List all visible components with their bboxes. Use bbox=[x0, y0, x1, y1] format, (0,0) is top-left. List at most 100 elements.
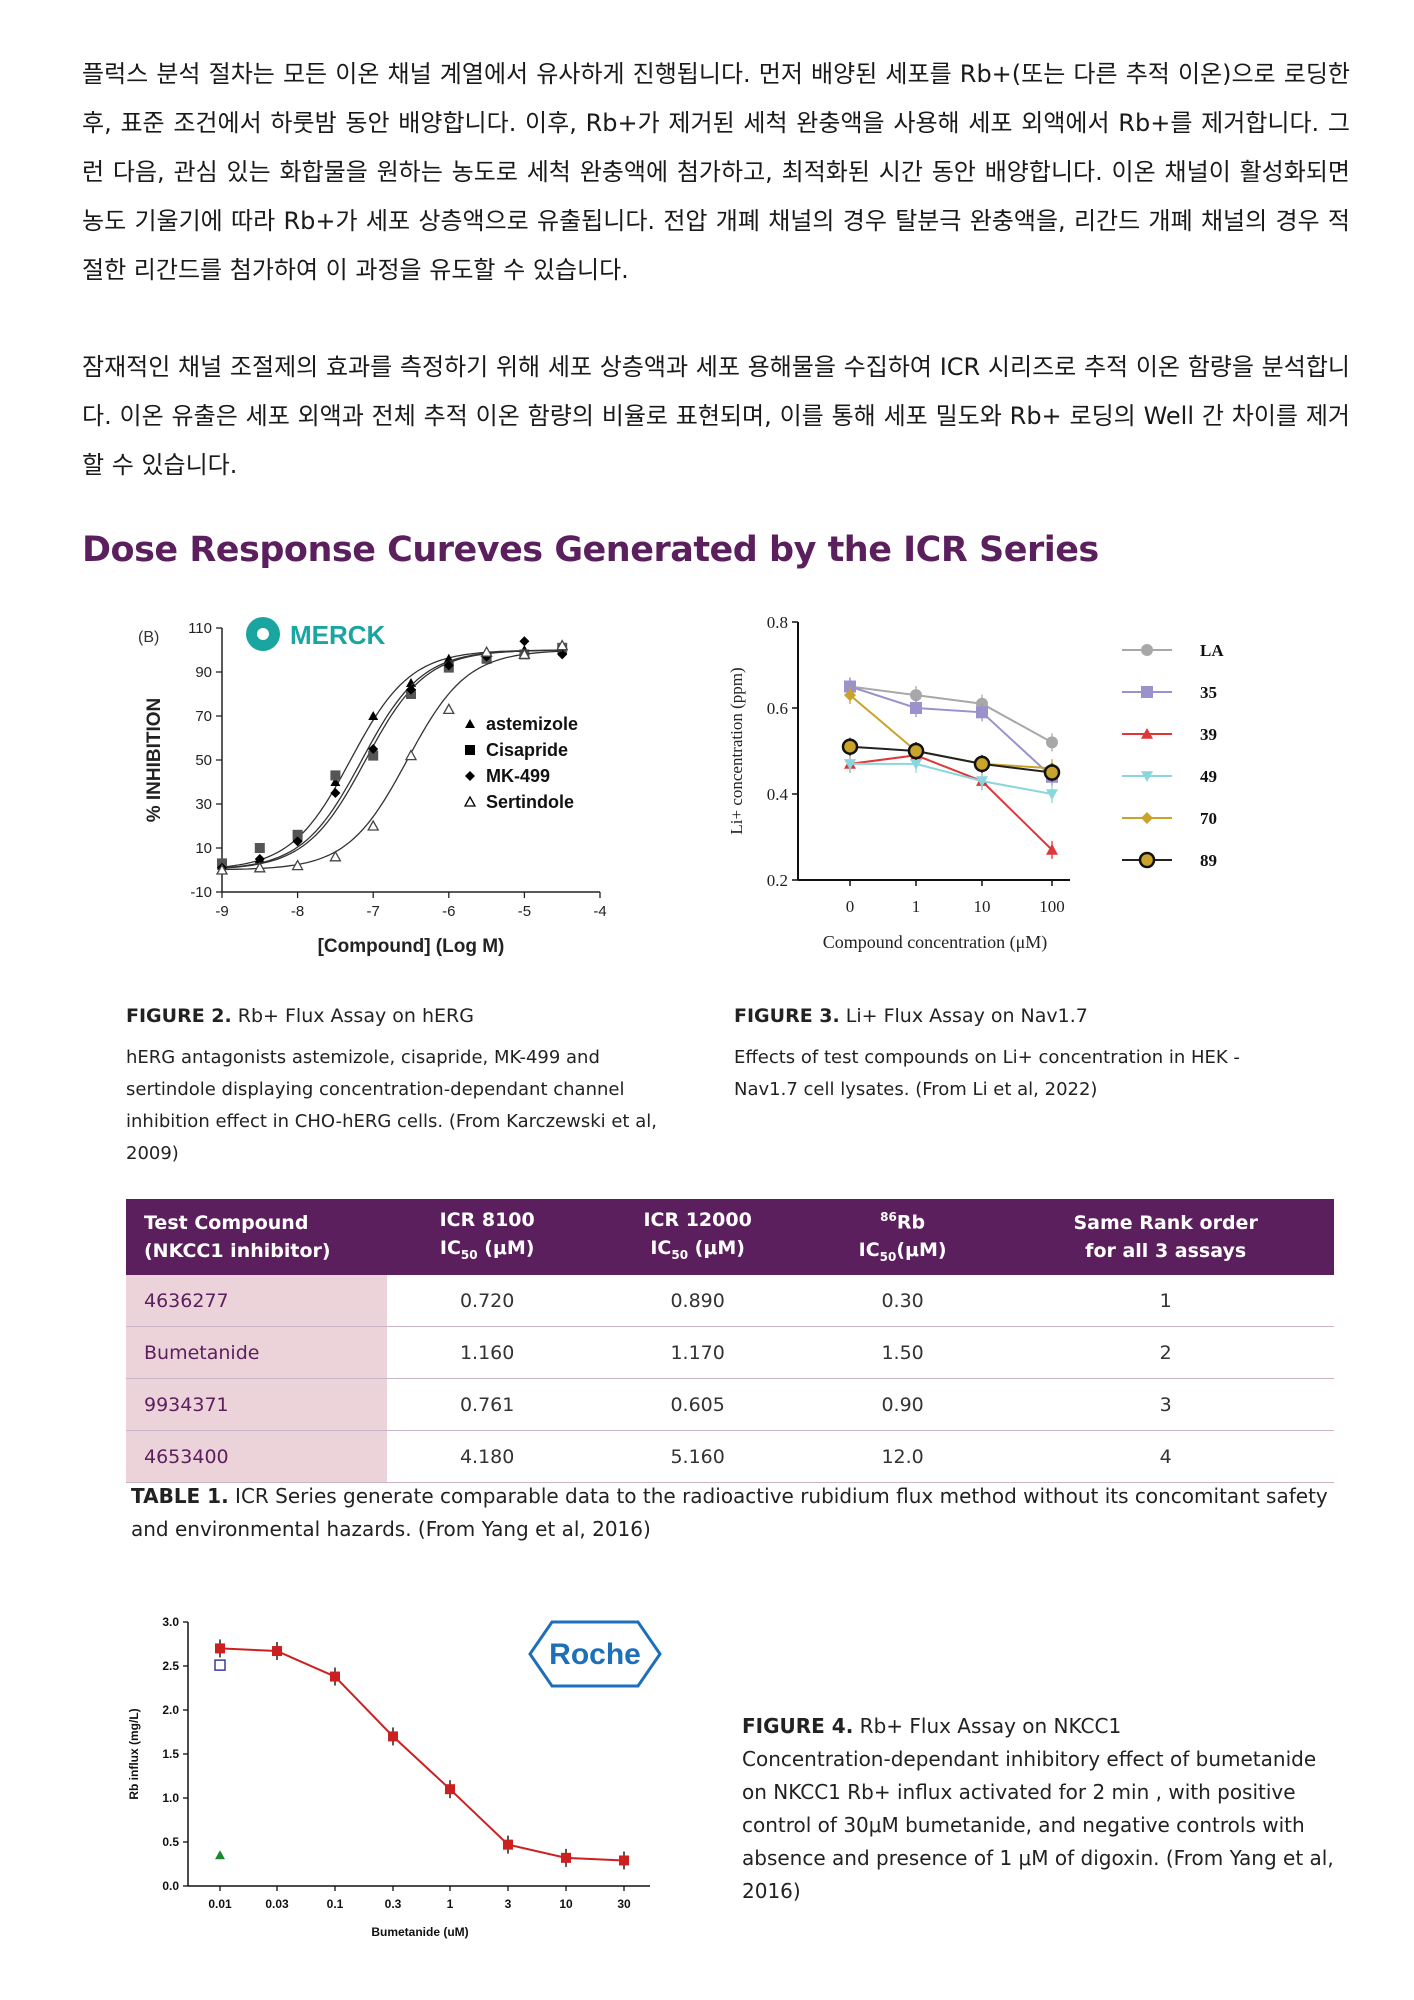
figure-2-label: FIGURE 2. bbox=[126, 1005, 232, 1027]
legend-label: 35 bbox=[1200, 683, 1217, 702]
legend-label: 89 bbox=[1200, 851, 1217, 870]
figure-2-caption: FIGURE 2. Rb+ Flux Assay on hERG hERG an… bbox=[126, 1000, 686, 1170]
merck-logo-text: MERCK bbox=[290, 620, 386, 650]
data-point bbox=[368, 750, 379, 761]
x-tick-label: -8 bbox=[291, 903, 304, 920]
cell-rb: 12.0 bbox=[807, 1430, 998, 1483]
data-point bbox=[330, 777, 341, 786]
data-point bbox=[329, 850, 342, 862]
data-point bbox=[910, 759, 922, 770]
data-point bbox=[976, 706, 988, 719]
data-point bbox=[556, 639, 569, 651]
data-point bbox=[443, 660, 454, 671]
cell-rb: 0.30 bbox=[807, 1275, 998, 1327]
cell-icr8100: 1.160 bbox=[387, 1326, 588, 1379]
series-line-LA bbox=[849, 685, 1053, 744]
y-tick-label: 30 bbox=[195, 796, 212, 813]
y-tick-label: 2.5 bbox=[162, 1659, 179, 1673]
table-row: 9934371 0.761 0.605 0.90 3 bbox=[126, 1378, 1334, 1431]
legend-marker bbox=[1138, 851, 1156, 869]
data-point bbox=[976, 776, 988, 788]
data-point bbox=[841, 738, 859, 755]
legend-marker bbox=[1141, 686, 1153, 698]
x-tick-label: 10 bbox=[974, 897, 991, 916]
x-tick-label: 0.03 bbox=[265, 1897, 289, 1911]
x-tick-label: -4 bbox=[593, 903, 606, 920]
data-point bbox=[1043, 764, 1061, 781]
y-tick-label: 90 bbox=[195, 664, 212, 681]
cell-rank: 4 bbox=[997, 1430, 1334, 1483]
y-tick-label: 0.5 bbox=[162, 1835, 179, 1849]
data-point bbox=[292, 829, 303, 840]
x-tick-label: 0.01 bbox=[208, 1897, 232, 1911]
x-axis-label: Bumetanide (uM) bbox=[371, 1925, 468, 1939]
data-point bbox=[388, 1731, 398, 1742]
x-tick-label: 0 bbox=[846, 897, 855, 916]
legend-marker bbox=[465, 745, 475, 755]
data-point bbox=[406, 684, 416, 695]
figure-2-description: hERG antagonists astemizole, cisapride, … bbox=[126, 1047, 657, 1164]
figure-3-label: FIGURE 3. bbox=[734, 1005, 840, 1027]
intro-paragraph-1: 플럭스 분석 절차는 모든 이온 채널 계열에서 유사하게 진행됩니다. 먼저 … bbox=[82, 60, 1350, 284]
data-point bbox=[215, 1643, 225, 1654]
legend-label: LA bbox=[1200, 641, 1224, 660]
figure-4-title: Rb+ Flux Assay on NKCC1 bbox=[853, 1714, 1122, 1738]
y-tick-label: 0.4 bbox=[767, 785, 789, 804]
data-point bbox=[215, 863, 229, 875]
control-digoxin-point bbox=[215, 1850, 225, 1860]
y-tick-label: 0.0 bbox=[162, 1879, 179, 1893]
header-icr-8100: ICR 8100 IC50 (μM) bbox=[387, 1199, 588, 1275]
y-axis-label: Rb influx (mg/L) bbox=[127, 1708, 141, 1799]
y-tick-label: 70 bbox=[195, 708, 212, 725]
header-rank-order: Same Rank order for all 3 assays bbox=[997, 1199, 1334, 1275]
x-tick-label: 30 bbox=[617, 1897, 631, 1911]
legend-label: Cisapride bbox=[486, 740, 568, 760]
cell-icr12000: 5.160 bbox=[587, 1430, 808, 1483]
table-caption: TABLE 1. ICR Series generate comparable … bbox=[131, 1480, 1341, 1546]
y-tick-label: 0.2 bbox=[767, 871, 788, 890]
data-point bbox=[519, 636, 530, 647]
y-axis-label: Li+ concentration (ppm) bbox=[730, 667, 746, 834]
legend-marker bbox=[1141, 644, 1153, 656]
y-tick-label: 3.0 bbox=[162, 1615, 179, 1629]
data-point bbox=[253, 861, 266, 873]
legend-label: 49 bbox=[1200, 767, 1217, 786]
data-point bbox=[367, 819, 380, 831]
cell-compound: 4636277 bbox=[126, 1275, 387, 1327]
legend-label: 39 bbox=[1200, 725, 1217, 744]
x-tick-label: 1 bbox=[912, 897, 921, 916]
figure-2-chart: (B) -10 10 30 50 70 90 110 -9 -8 -7 -6 -5 -4 [Compound… bbox=[138, 617, 607, 957]
figure-4-chart: 0.0 0.5 1.0 1.5 2.0 2.5 3.0 0.01 0.03 0.1 0.3 1 3 10 3… bbox=[127, 1615, 662, 1939]
cell-icr8100: 0.720 bbox=[387, 1275, 588, 1327]
data-point bbox=[330, 1671, 340, 1682]
x-tick-label: 1 bbox=[447, 1897, 454, 1911]
legend-marker bbox=[1141, 771, 1153, 782]
header-test-compound: Test Compound (NKCC1 inhibitor) bbox=[126, 1199, 387, 1275]
legend-label: Sertindole bbox=[486, 792, 574, 812]
table-caption-text: ICR Series generate comparable data to t… bbox=[131, 1484, 1328, 1541]
series-line-39 bbox=[849, 754, 1053, 851]
legend-marker bbox=[1141, 812, 1153, 824]
data-point bbox=[844, 759, 856, 770]
legend-marker bbox=[463, 795, 477, 807]
intro-paragraph-2: 잠재적인 채널 조절제의 효과를 측정하기 위해 세포 상층액과 세포 용해물을… bbox=[82, 353, 1350, 479]
figure-3-description: Effects of test compounds on Li+ concent… bbox=[734, 1047, 1240, 1100]
data-point bbox=[480, 645, 493, 657]
data-point bbox=[619, 1855, 629, 1866]
cell-icr12000: 1.170 bbox=[587, 1326, 808, 1379]
data-point bbox=[1046, 736, 1058, 749]
table-row: 4636277 0.720 0.890 0.30 1 bbox=[126, 1275, 1334, 1327]
series-line-49 bbox=[850, 762, 1053, 795]
cell-icr8100: 4.180 bbox=[387, 1430, 588, 1483]
cell-rank: 2 bbox=[997, 1326, 1334, 1379]
data-point bbox=[1046, 789, 1058, 800]
roche-logo-frame bbox=[528, 1620, 662, 1688]
x-tick-label: 100 bbox=[1039, 897, 1065, 916]
table-header-row: Test Compound (NKCC1 inhibitor) ICR 8100 I… bbox=[126, 1199, 1334, 1275]
data-point bbox=[910, 689, 922, 702]
data-point bbox=[844, 689, 856, 702]
data-point bbox=[404, 749, 418, 761]
x-axis-label: Compound concentration (μM) bbox=[823, 932, 1048, 953]
cell-icr12000: 0.890 bbox=[587, 1275, 808, 1327]
x-tick-label: 10 bbox=[559, 1897, 573, 1911]
